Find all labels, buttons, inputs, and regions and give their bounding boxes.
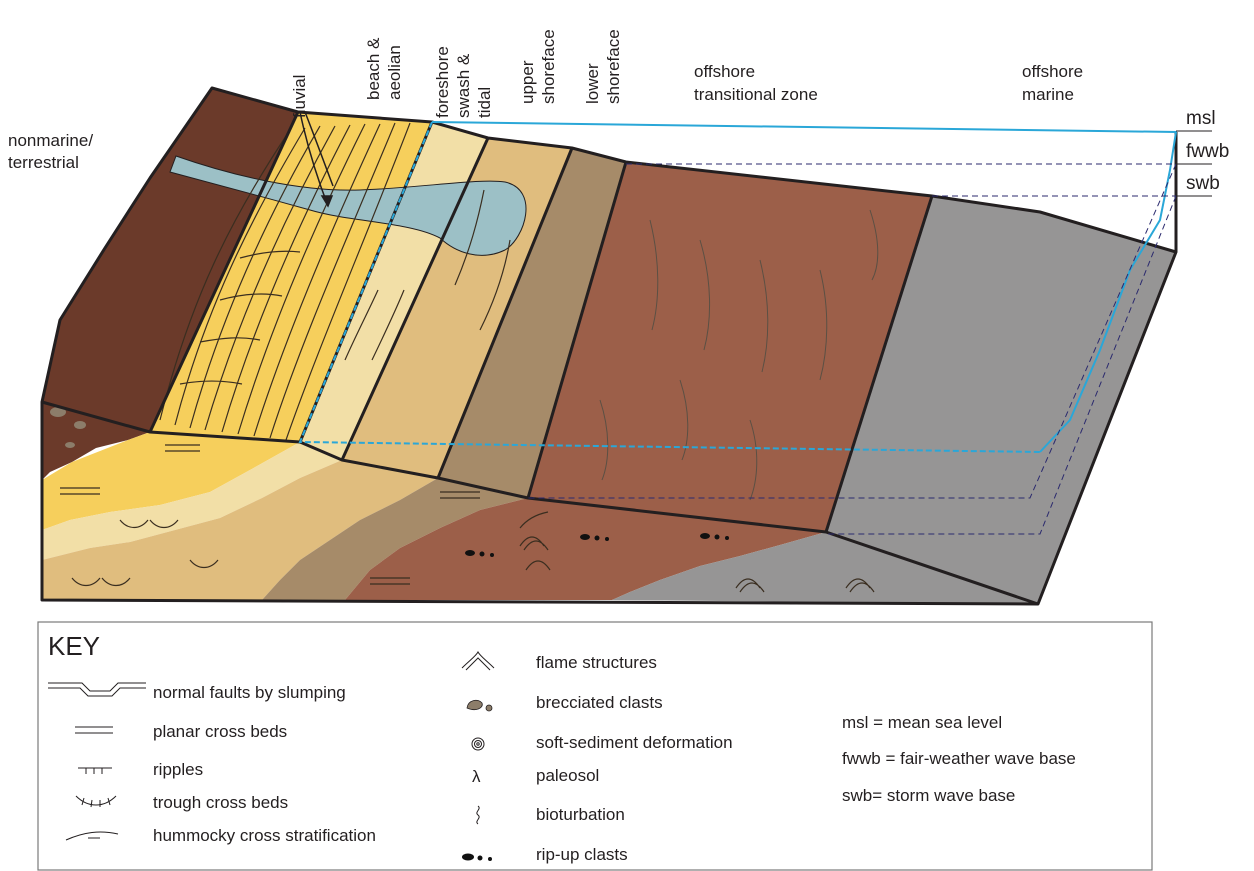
front-nonmarine [42,402,150,480]
hummocky-icon [65,831,119,841]
key-middle-label-3: paleosol [536,766,599,785]
key-left-label-2: ripples [153,760,203,779]
key-middle-label-2: soft-sediment deformation [536,733,733,752]
brecciated-clasts-icon [466,699,493,712]
lower-shoreface-belt [438,148,626,498]
fwwb-label: fwwb [1186,141,1229,162]
lower-shoreface-label-2: shoreface [604,29,623,104]
top-surface [42,88,1176,604]
offshore-transitional-label-2: transitional zone [694,85,818,104]
brecciated-clasts-front [50,407,86,448]
bioturbation-icon [476,805,480,825]
offshore-marine-label-1: offshore [1022,62,1083,81]
fluvial-arrows [299,111,334,208]
offshore-marine-label-2: marine [1022,85,1074,104]
flame-structures-icon [461,650,495,671]
front-yellow [42,432,300,530]
key-abbrev-fwwb: fwwb = fair-weather wave base [842,749,1076,768]
nonmarine-label-1: nonmarine/ [8,131,93,150]
key-abbrev-swb: swb= storm wave base [842,786,1015,805]
rip-up-clasts-icon [462,853,492,861]
nonmarine-label-2: terrestrial [8,153,79,172]
ripples-icon [78,767,112,774]
upper-shoreface-label-1: upper [518,60,537,104]
foreshore-label-3: tidal [475,87,494,118]
key-abbrev-msl: msl = mean sea level [842,713,1002,732]
key-left-label-3: trough cross beds [153,793,288,812]
upper-shoreface-label-2: shoreface [539,29,558,104]
foreshore-label-2: swash & [454,53,473,118]
offshore-transitional-belt [528,162,932,532]
front-brownish [262,478,528,600]
swb-label: swb [1186,173,1220,194]
front-pale [42,442,342,560]
normal-fault-icon [48,682,146,697]
bedding-lines [60,122,879,593]
beach-label-2: aeolian [385,45,404,100]
key-middle-label-5: rip-up clasts [536,845,628,864]
wave-base-lines [528,163,1177,535]
lower-shoreface-label-1: lower [583,63,602,104]
front-tan [42,460,438,600]
offshore-transitional-label-1: offshore [694,62,755,81]
soft-sediment-icon [471,737,485,751]
key-title: KEY [48,631,100,661]
front-face [42,402,1038,604]
beach-label-1: beach & [364,37,383,100]
key-middle-label-0: flame structures [536,653,657,672]
key-left-label-1: planar cross beds [153,722,287,741]
front-grey [612,532,1038,604]
level-ticks [1176,130,1212,197]
river-channel [169,155,527,256]
planar-cross-beds-icon [75,726,113,734]
rip-up-clasts-front [465,533,729,557]
msl-label: msl [1186,108,1216,129]
key-left-label-4: hummocky cross stratification [153,826,376,845]
fluvial-label: fluvial [290,75,309,118]
key-left-label-0: normal faults by slumping [153,683,346,702]
trough-cross-beds-icon [75,795,117,808]
foreshore-label-1: foreshore [433,46,452,118]
key-box [37,621,1153,871]
offshore-marine-belt [826,196,1176,604]
paleosol-icon: λ [472,767,481,786]
key-middle-label-1: brecciated clasts [536,693,663,712]
key-middle-label-4: bioturbation [536,805,625,824]
front-rust [345,498,826,600]
sea-water-line [298,121,1178,453]
